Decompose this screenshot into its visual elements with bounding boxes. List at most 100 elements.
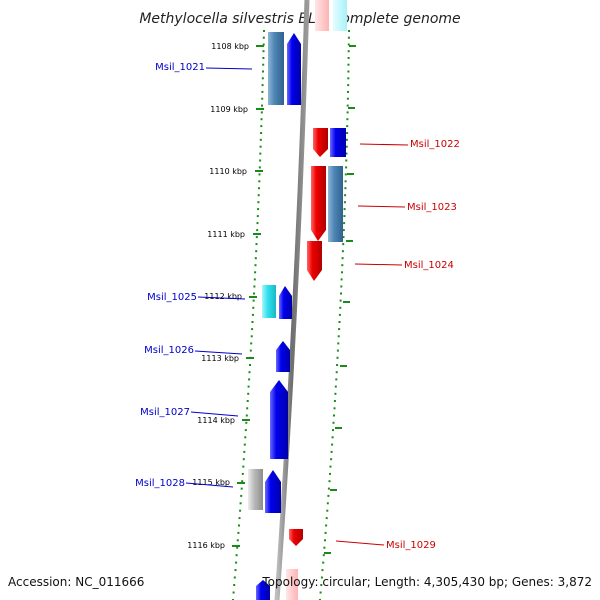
left-guide-dot (252, 306, 255, 309)
leader-line (185, 482, 234, 488)
left-guide-dot (248, 371, 251, 374)
leader-line (354, 263, 403, 266)
right-guide-dot (333, 407, 336, 410)
right-guide-dot (345, 145, 348, 148)
right-guide-dot (341, 264, 344, 267)
left-guide-dot (236, 546, 239, 549)
gene-label-msil1021[interactable]: Msil_1021 (155, 62, 205, 73)
left-guide-dot (244, 429, 247, 432)
right-guide-dot (341, 250, 344, 253)
opposite-tick-marks (324, 45, 356, 554)
left-guide-dot (247, 392, 250, 395)
gene-feature-steel-msil1023-partner[interactable] (328, 166, 343, 242)
gene-feature-grey-msil1028[interactable] (248, 469, 263, 510)
gene-feature-msil1026[interactable] (276, 341, 290, 372)
left-guide-dot (234, 569, 237, 572)
gene-label-msil1024[interactable]: Msil_1024 (404, 260, 454, 271)
left-guide-dot (260, 118, 263, 121)
right-guide-dot (347, 77, 350, 80)
left-guide-dot (254, 264, 257, 267)
leader-line (190, 411, 239, 417)
right-guide-dot (334, 392, 337, 395)
gene-label-msil1023[interactable]: Msil_1023 (407, 202, 457, 213)
gene-feature-msil1025-forward[interactable] (279, 286, 292, 319)
right-guide-dot (343, 208, 346, 211)
right-guide-dot (339, 306, 342, 309)
right-guide-dot (346, 132, 349, 134)
gene-feature-msil1022[interactable] (313, 128, 328, 157)
right-guide-dot (328, 480, 331, 483)
left-guide-dot (256, 215, 259, 218)
leader-line (359, 143, 409, 146)
gene-label-msil1027[interactable]: Msil_1027 (140, 407, 190, 418)
left-guide-dot (248, 378, 251, 381)
right-guide-dot (345, 166, 348, 169)
gene-label-msil1025[interactable]: Msil_1025 (147, 292, 197, 303)
right-guide-dot (338, 321, 341, 323)
right-guide-dot (327, 494, 330, 497)
gene-feature-msil1024[interactable] (307, 241, 322, 281)
gene-feature-msil1021[interactable] (287, 33, 301, 105)
gene-feature-msil1029[interactable] (289, 529, 303, 546)
gene-feature-cyan-msil1025[interactable] (262, 285, 276, 318)
left-guide-dot (253, 278, 256, 281)
left-guide-dot (262, 36, 265, 39)
right-guide-dot (331, 436, 334, 439)
right-guide-dot (344, 187, 347, 190)
gene-feature-msil1027[interactable] (270, 380, 288, 459)
genome-backbone (274, 0, 310, 600)
right-guide-dot (343, 201, 346, 204)
left-guide-dot (254, 257, 257, 260)
tick-label: 1108 kbp (211, 42, 249, 51)
right-guide-dot (347, 50, 350, 53)
right-guide-dot (329, 465, 332, 468)
left-guide-dot (253, 285, 256, 288)
gene-feature-steel-msil1021-partner[interactable] (268, 32, 284, 105)
left-guide-dot (240, 494, 243, 497)
left-guide-dot (259, 138, 262, 141)
gene-feature-msil1028-forward[interactable] (265, 470, 281, 513)
right-guide-dot (335, 378, 338, 381)
right-guide-dot (325, 524, 328, 527)
gene-label-msil1029[interactable]: Msil_1029 (386, 540, 436, 551)
right-guide-dot (347, 63, 350, 66)
right-guide-dot (346, 104, 349, 107)
left-guide-dot (233, 584, 236, 586)
right-guide-dot (320, 576, 323, 579)
right-guide-dot (335, 371, 338, 374)
gene-label-msil1028[interactable]: Msil_1028 (135, 478, 185, 489)
left-guide-dot (241, 480, 244, 483)
right-guide-dot (325, 517, 328, 520)
gene-feature-msil1023[interactable] (311, 166, 326, 241)
left-guide-dot (252, 299, 255, 302)
right-guide-dot (330, 450, 333, 453)
right-guide-dot (344, 180, 347, 183)
right-guide-dot (341, 271, 343, 274)
left-guide-dot (261, 77, 264, 80)
left-guide-dot (262, 43, 265, 46)
left-guide-dot (233, 576, 236, 579)
left-guide-dot (235, 561, 238, 564)
gene-feature-bottom-faded-red[interactable] (286, 569, 298, 600)
right-guide-dot (346, 118, 349, 121)
left-guide-dot (237, 531, 240, 534)
left-guide-dot (263, 30, 265, 32)
left-guide-dot (261, 84, 264, 87)
right-guide-dot (346, 111, 349, 114)
gene-label-msil1026[interactable]: Msil_1026 (144, 345, 194, 356)
accession-text: Accession: NC_011666 (8, 575, 144, 589)
left-guide-dot (255, 243, 258, 246)
tick-label: 1109 kbp (210, 105, 248, 114)
left-guide-dot (250, 335, 253, 338)
gene-label-msil1022[interactable]: Msil_1022 (410, 139, 460, 150)
left-guide-dot (241, 472, 244, 475)
left-guide-dot (251, 321, 254, 323)
map-title: Methylocella silvestris BL2, complete ge… (139, 11, 460, 27)
left-guide-dot (258, 187, 260, 190)
right-guide-dot (345, 152, 348, 155)
gene-feature-blue-msil1022-partner[interactable] (330, 128, 346, 157)
gene-feature-bottom-blue-partial[interactable] (256, 580, 270, 600)
left-guide-dot (245, 421, 248, 424)
left-guide-dot (232, 591, 235, 594)
